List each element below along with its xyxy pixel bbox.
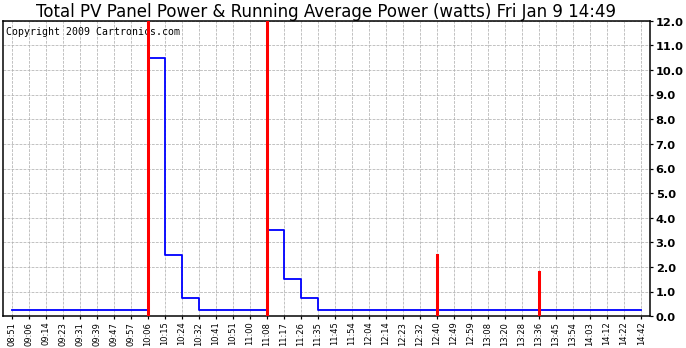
- Title: Total PV Panel Power & Running Average Power (watts) Fri Jan 9 14:49: Total PV Panel Power & Running Average P…: [36, 3, 616, 21]
- Text: Copyright 2009 Cartronics.com: Copyright 2009 Cartronics.com: [6, 27, 180, 37]
